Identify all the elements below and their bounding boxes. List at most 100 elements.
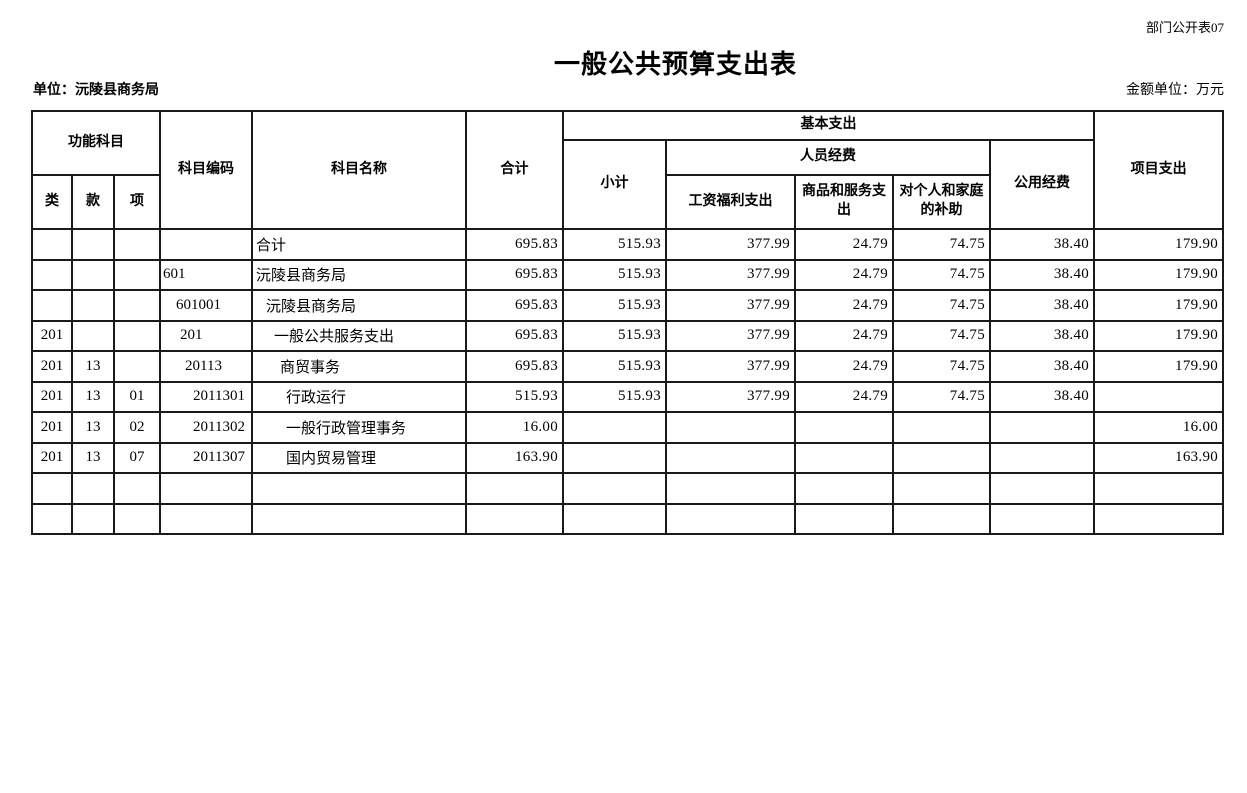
cell: 601001 xyxy=(159,289,254,322)
cell xyxy=(562,472,668,505)
cell: 2011307 xyxy=(159,441,254,474)
header-individual-family-subsidy: 对个人和家庭的补助 xyxy=(892,174,992,230)
table-row: 合计 695.83 515.93 377.99 24.79 74.75 38.4… xyxy=(31,228,1225,261)
header-basic-expenditure: 基本支出 xyxy=(562,110,1096,141)
header-function-subject: 功能科目 xyxy=(30,110,162,176)
cell: 13 xyxy=(71,411,115,444)
cell: 201 xyxy=(31,411,73,444)
header-personnel-funds: 人员经费 xyxy=(665,139,992,176)
cell: 201 xyxy=(31,319,73,352)
cell: 377.99 xyxy=(665,380,797,413)
info-row: 单位：沅陵县商务局 金额单位：万元 xyxy=(33,79,1224,99)
cell: 377.99 xyxy=(665,228,797,261)
header-section: 款 xyxy=(71,174,115,230)
amount-unit-label: 金额单位：万元 xyxy=(1126,83,1224,98)
cell xyxy=(892,411,992,444)
cell: 601 xyxy=(159,258,254,291)
cell: 201 xyxy=(31,350,73,383)
table-row: 601001 沅陵县商务局 695.83 515.93 377.99 24.79… xyxy=(31,289,1225,322)
cell xyxy=(794,441,895,474)
cell: 179.90 xyxy=(1093,289,1225,322)
cell xyxy=(31,289,73,322)
cell: 74.75 xyxy=(892,350,992,383)
cell xyxy=(562,411,668,444)
cell: 07 xyxy=(112,441,162,474)
cell: 02 xyxy=(112,411,162,444)
cell: 沅陵县商务局 xyxy=(251,258,468,291)
cell: 38.40 xyxy=(989,319,1096,352)
cell: 515.93 xyxy=(562,228,668,261)
header-subject-code: 科目编码 xyxy=(159,110,254,230)
cell: 695.83 xyxy=(465,289,565,322)
cell: 38.40 xyxy=(989,258,1096,291)
header-row-3: 类 款 项 工资福利支出 商品和服务支出 对个人和家庭的补助 xyxy=(31,174,1223,230)
cell xyxy=(251,502,468,535)
cell: 179.90 xyxy=(1093,350,1225,383)
cell xyxy=(251,472,468,505)
cell: 13 xyxy=(71,350,115,383)
table-row xyxy=(31,472,1225,505)
cell: 2011302 xyxy=(159,411,254,444)
cell xyxy=(989,411,1096,444)
cell xyxy=(892,502,992,535)
header-goods-services: 商品和服务支出 xyxy=(794,174,895,230)
cell: 163.90 xyxy=(465,441,565,474)
cell xyxy=(112,502,162,535)
cell: 24.79 xyxy=(794,258,895,291)
cell xyxy=(112,472,162,505)
cell: 695.83 xyxy=(465,228,565,261)
cell: 合计 xyxy=(251,228,468,261)
cell xyxy=(159,502,254,535)
cell xyxy=(31,228,73,261)
table-row: 201 13 01 2011301 行政运行 515.93 515.93 377… xyxy=(31,380,1225,413)
cell: 16.00 xyxy=(465,411,565,444)
cell xyxy=(794,472,895,505)
cell: 163.90 xyxy=(1093,441,1225,474)
page-title: 一般公共预算支出表 xyxy=(553,50,797,79)
cell: 24.79 xyxy=(794,319,895,352)
cell xyxy=(112,350,162,383)
header-total: 合计 xyxy=(465,110,565,230)
cell: 24.79 xyxy=(794,380,895,413)
cell: 一般行政管理事务 xyxy=(251,411,468,444)
table-row: 201 13 02 2011302 一般行政管理事务 16.00 16.00 xyxy=(31,411,1225,444)
cell: 行政运行 xyxy=(251,380,468,413)
cell xyxy=(159,228,254,261)
cell: 38.40 xyxy=(989,289,1096,322)
cell xyxy=(31,472,73,505)
header-category: 类 xyxy=(31,174,73,230)
header-public-funds: 公用经费 xyxy=(989,139,1096,230)
cell: 13 xyxy=(71,441,115,474)
cell: 201 xyxy=(159,319,254,352)
cell: 74.75 xyxy=(892,319,992,352)
cell xyxy=(112,228,162,261)
cell: 695.83 xyxy=(465,319,565,352)
header-row-2: 小计 人员经费 公用经费 xyxy=(32,139,1223,230)
title-row: 一般公共预算支出表 xyxy=(0,44,1247,81)
header-subtotal: 小计 xyxy=(562,139,668,230)
cell xyxy=(1093,502,1225,535)
cell: 一般公共服务支出 xyxy=(251,319,468,352)
unit-label: 单位：沅陵县商务局 xyxy=(33,83,159,98)
cell: 24.79 xyxy=(794,228,895,261)
cell: 74.75 xyxy=(892,228,992,261)
cell: 515.93 xyxy=(562,258,668,291)
cell: 515.93 xyxy=(562,380,668,413)
cell xyxy=(71,502,115,535)
budget-table: 功能科目 科目编码 科目名称 合计 基本支出 项目支出 小计 人员经费 公用经费… xyxy=(30,110,1225,535)
cell: 24.79 xyxy=(794,289,895,322)
cell: 515.93 xyxy=(562,319,668,352)
cell xyxy=(989,472,1096,505)
cell: 179.90 xyxy=(1093,319,1225,352)
cell: 74.75 xyxy=(892,258,992,291)
doc-label: 部门公开表07 xyxy=(1145,20,1224,35)
cell: 515.93 xyxy=(562,350,668,383)
cell: 515.93 xyxy=(465,380,565,413)
cell: 20113 xyxy=(159,350,254,383)
cell: 377.99 xyxy=(665,350,797,383)
cell xyxy=(465,502,565,535)
cell xyxy=(71,319,115,352)
cell: 沅陵县商务局 xyxy=(251,289,468,322)
cell xyxy=(112,319,162,352)
